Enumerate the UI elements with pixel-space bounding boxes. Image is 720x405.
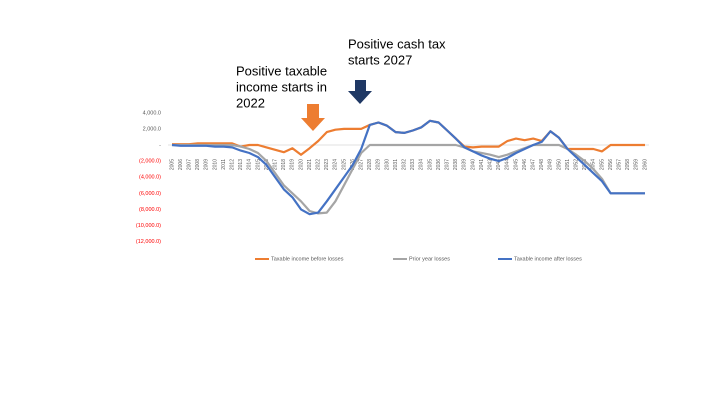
x-tick-label: 2047 bbox=[531, 159, 537, 170]
x-tick-label: 2038 bbox=[453, 159, 459, 170]
x-tick-label: 2013 bbox=[238, 159, 244, 170]
x-tick-label: 2036 bbox=[436, 159, 442, 170]
x-tick-label: 2050 bbox=[556, 159, 562, 170]
series-line bbox=[171, 119, 645, 216]
x-tick-label: 2058 bbox=[625, 159, 631, 170]
x-tick-label: 2045 bbox=[513, 159, 519, 170]
annotation-text: 2022 bbox=[236, 95, 265, 110]
x-tick-label: 2040 bbox=[470, 159, 476, 170]
x-tick-label: 2029 bbox=[376, 159, 382, 170]
y-tick-label: (10,000.0) bbox=[136, 223, 161, 229]
x-tick-label: 2028 bbox=[367, 159, 373, 170]
x-tick-label: 2025 bbox=[341, 159, 347, 170]
x-tick-label: 2005 bbox=[169, 159, 175, 170]
x-tick-label: 2039 bbox=[462, 159, 468, 170]
y-tick-label: (8,000.0) bbox=[139, 207, 161, 213]
x-tick-label: 2033 bbox=[410, 159, 416, 170]
x-tick-label: 2027 bbox=[359, 159, 365, 170]
x-tick-label: 2023 bbox=[324, 159, 330, 170]
x-tick-label: 2030 bbox=[384, 159, 390, 170]
annotation-text: starts 2027 bbox=[348, 52, 412, 67]
x-tick-label: 2043 bbox=[496, 159, 502, 170]
x-tick-label: 2035 bbox=[427, 159, 433, 170]
x-tick-label: 2009 bbox=[204, 159, 210, 170]
x-tick-label: 2007 bbox=[187, 159, 193, 170]
y-tick-label: 4,000.0 bbox=[143, 110, 161, 116]
x-tick-label: 2037 bbox=[445, 159, 451, 170]
legend-label: Taxable income after losses bbox=[514, 256, 582, 262]
orange-arrow bbox=[301, 104, 325, 131]
x-tick-label: 2052 bbox=[574, 159, 580, 170]
x-tick-label: 2010 bbox=[212, 159, 218, 170]
x-tick-label: 2055 bbox=[599, 159, 605, 170]
x-tick-label: 2054 bbox=[591, 159, 597, 170]
x-tick-label: 2046 bbox=[522, 159, 528, 170]
y-tick-label: (12,000.0) bbox=[136, 239, 161, 245]
x-tick-label: 2021 bbox=[307, 159, 313, 170]
x-tick-label: 2015 bbox=[255, 159, 261, 170]
x-tick-label: 2056 bbox=[608, 159, 614, 170]
x-tick-label: 2018 bbox=[281, 159, 287, 170]
legend-label: Taxable income before losses bbox=[271, 256, 344, 262]
x-tick-label: 2006 bbox=[178, 159, 184, 170]
series-line bbox=[172, 119, 645, 156]
x-tick-label: 2022 bbox=[316, 159, 322, 170]
legend-label: Prior year losses bbox=[409, 256, 450, 262]
y-tick-label: 2,000.0 bbox=[143, 126, 161, 132]
x-tick-label: 2034 bbox=[419, 159, 425, 170]
x-tick-label: 2014 bbox=[247, 159, 253, 170]
x-tick-label: 2060 bbox=[642, 159, 648, 170]
x-tick-label: 2017 bbox=[273, 159, 279, 170]
y-tick-label: - bbox=[159, 142, 161, 148]
y-tick-label: (4,000.0) bbox=[139, 175, 161, 181]
x-tick-label: 2012 bbox=[230, 159, 236, 170]
annotation-text: Positive cash tax bbox=[348, 36, 446, 51]
x-tick-label: 2011 bbox=[221, 159, 227, 170]
navy-arrow bbox=[348, 80, 372, 104]
x-tick-label: 2048 bbox=[539, 159, 545, 170]
x-tick-label: 2049 bbox=[548, 159, 554, 170]
x-tick-label: 2020 bbox=[298, 159, 304, 170]
y-tick-label: (6,000.0) bbox=[139, 191, 161, 197]
x-tick-label: 2057 bbox=[617, 159, 623, 170]
y-tick-label: (2,000.0) bbox=[139, 159, 161, 165]
x-tick-label: 2032 bbox=[402, 159, 408, 170]
x-tick-label: 2031 bbox=[393, 159, 399, 170]
annotation-text: Positive taxable bbox=[236, 63, 327, 78]
x-tick-label: 2041 bbox=[479, 159, 485, 170]
x-tick-label: 2024 bbox=[333, 159, 339, 170]
x-tick-label: 2042 bbox=[488, 159, 494, 170]
x-tick-label: 2044 bbox=[505, 159, 511, 170]
x-tick-label: 2019 bbox=[290, 159, 296, 170]
annotation-text: income starts in bbox=[236, 79, 327, 94]
x-tick-label: 2051 bbox=[565, 159, 571, 170]
x-tick-label: 2059 bbox=[634, 159, 640, 170]
x-tick-label: 2008 bbox=[195, 159, 201, 170]
